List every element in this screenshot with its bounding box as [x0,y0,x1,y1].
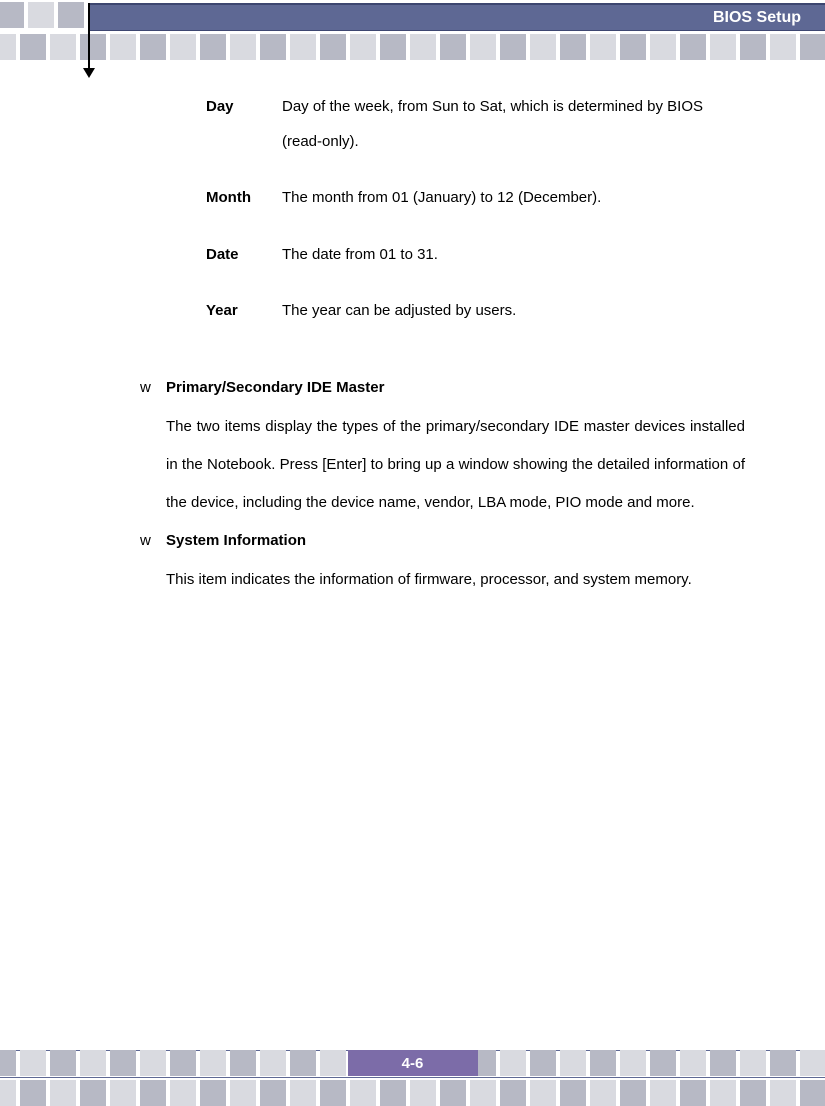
section-heading: w System Information [140,532,745,549]
definition-row: Day Day of the week, from Sun to Sat, wh… [206,90,745,159]
definition-row: Date The date from 01 to 31. [206,238,745,273]
section: w System Information This item indicates… [140,532,745,599]
definition-term: Month [206,181,282,216]
deco-row [0,1080,825,1106]
page-number: 4-6 [402,1055,424,1072]
section-title: System Information [166,532,306,549]
page-footer: 4-6 [0,1042,825,1098]
header-title: BIOS Setup [713,9,801,27]
definition-term: Date [206,238,282,273]
definition-desc: The date from 01 to 31. [282,238,745,273]
page-number-box: 4-6 [348,1050,478,1076]
page-content: Day Day of the week, from Sun to Sat, wh… [140,90,745,610]
definition-row: Month The month from 01 (January) to 12 … [206,181,745,216]
section-title: Primary/Secondary IDE Master [166,379,384,396]
definition-term: Day [206,90,282,159]
bullet-marker: w [140,532,166,549]
header-bar: BIOS Setup [88,3,825,31]
definition-desc: The year can be adjusted by users. [282,294,745,329]
page-header: BIOS Setup [0,0,825,72]
deco-row [0,34,825,60]
bullet-marker: w [140,379,166,396]
definition-list: Day Day of the week, from Sun to Sat, wh… [206,90,745,329]
arrow-head-icon [83,68,95,78]
definition-term: Year [206,294,282,329]
definition-desc: The month from 01 (January) to 12 (Decem… [282,181,745,216]
footer-line [0,1077,825,1078]
deco-square [58,2,84,28]
deco-square [28,2,54,28]
section-heading: w Primary/Secondary IDE Master [140,379,745,396]
definition-row: Year The year can be adjusted by users. [206,294,745,329]
definition-desc: Day of the week, from Sun to Sat, which … [282,90,745,159]
deco-square [0,2,24,28]
arrow-line [88,3,90,73]
section-body: This item indicates the information of f… [166,561,745,599]
section-body: The two items display the types of the p… [166,408,745,523]
section: w Primary/Secondary IDE Master The two i… [140,379,745,523]
